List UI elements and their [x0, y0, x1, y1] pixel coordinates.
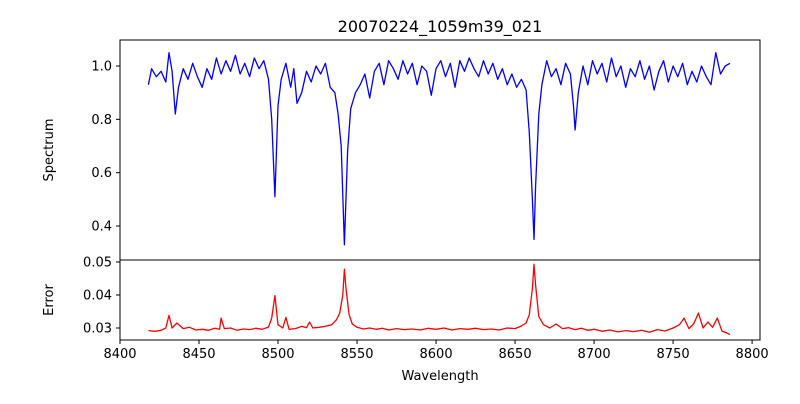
x-tick-label: 8700 — [578, 347, 611, 362]
x-tick-label: 8450 — [182, 347, 215, 362]
x-tick-label: 8600 — [420, 347, 453, 362]
y-axis-label-spectrum: Spectrum — [42, 119, 57, 182]
error-line — [148, 263, 731, 336]
x-tick-label: 8800 — [736, 347, 769, 362]
y-tick-label: 0.6 — [91, 166, 112, 181]
error-axes: 0.03 0.04 0.05 8400 8450 8500 8550 8600 8650 8700… — [83, 255, 769, 362]
y-tick-label: 0.04 — [83, 288, 112, 303]
y-axis-label-error: Error — [42, 284, 57, 316]
axes-frame — [119, 39, 761, 261]
y-tick-label: 1.0 — [91, 60, 112, 75]
x-tick-label: 8750 — [657, 347, 690, 362]
x-axis-label: Wavelength — [401, 369, 478, 384]
y-tick-label: 0.03 — [83, 321, 112, 336]
x-tick-label: 8500 — [261, 347, 294, 362]
x-tick-label: 8550 — [340, 347, 373, 362]
y-tick-label: 0.05 — [83, 255, 112, 270]
y-tick-label: 0.4 — [91, 220, 112, 235]
spectrum-line — [147, 52, 731, 246]
axes-frame — [119, 259, 761, 341]
chart-title: 20070224_1059m39_021 — [338, 17, 543, 37]
x-tick-label: 8650 — [499, 347, 532, 362]
x-tick-label: 8400 — [103, 347, 136, 362]
y-tick-label: 0.8 — [91, 113, 112, 128]
spectrum-axes: 0.4 0.6 0.8 1.0 — [91, 39, 761, 261]
